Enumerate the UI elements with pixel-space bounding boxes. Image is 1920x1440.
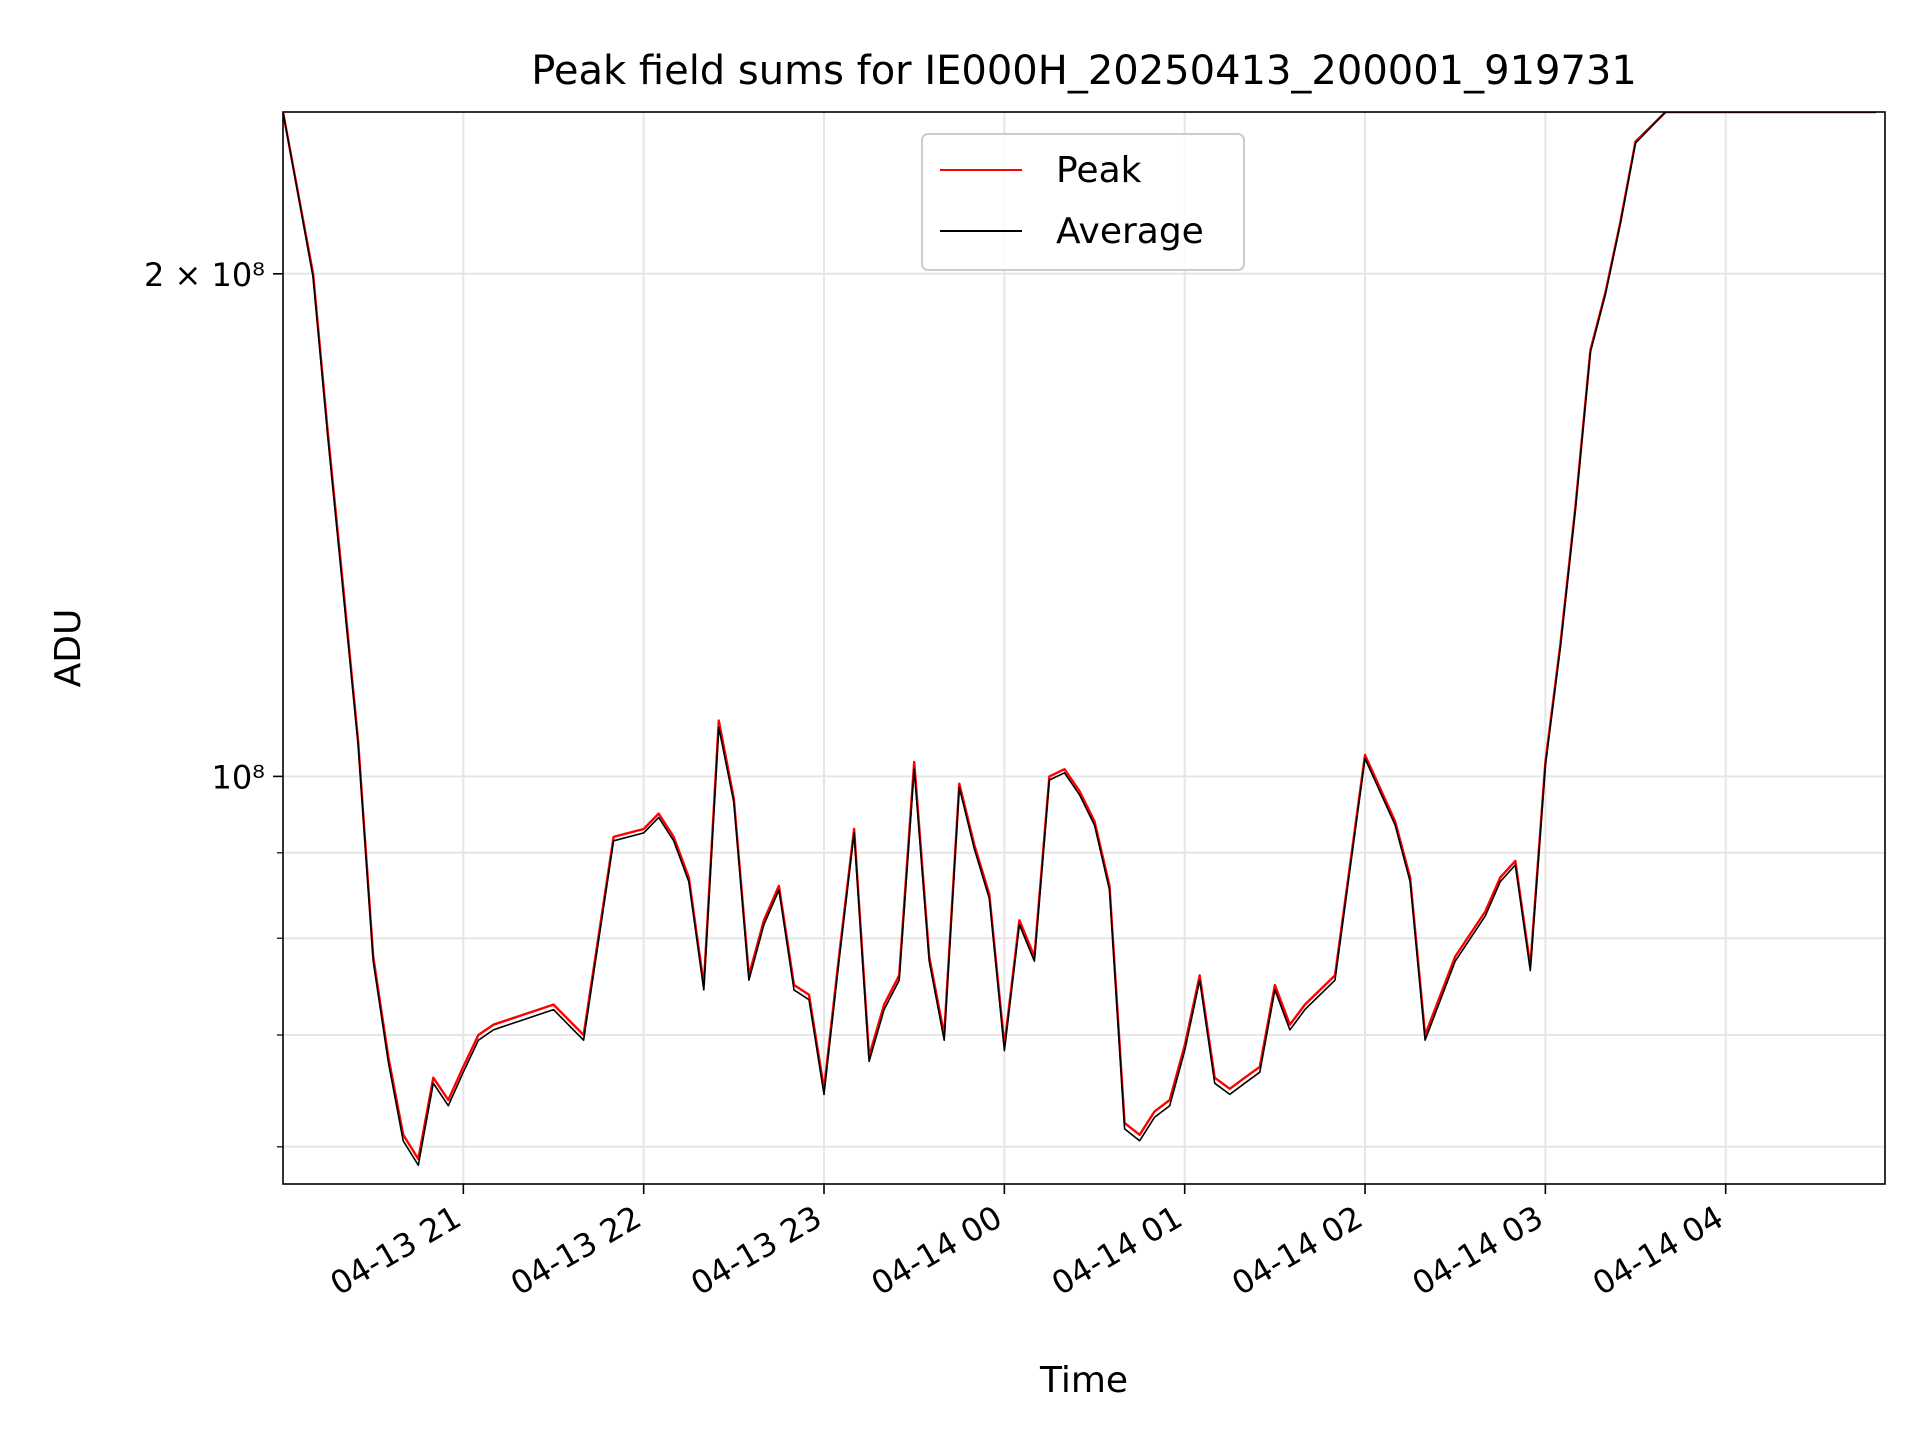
legend-label-peak: Peak <box>1056 150 1142 191</box>
y-tick-label: 2 × 10⁸ <box>144 256 265 294</box>
chart-title: Peak field sums for IE000H_20250413_2000… <box>531 48 1637 94</box>
grid <box>283 112 1885 1184</box>
x-axis-label: Time <box>1039 1360 1128 1401</box>
y-tick-label: 10⁸ <box>211 758 265 796</box>
series-line-average <box>283 112 1876 1166</box>
y-axis: 2 × 10⁸ 10⁸ <box>144 256 283 1148</box>
legend: Peak Average <box>921 133 1245 271</box>
legend-label-average: Average <box>1056 211 1204 252</box>
series-lines <box>283 112 1876 1166</box>
plot-area-frame <box>282 111 1886 1185</box>
legend-box <box>921 133 1245 271</box>
y-axis-label: ADU <box>48 609 89 688</box>
